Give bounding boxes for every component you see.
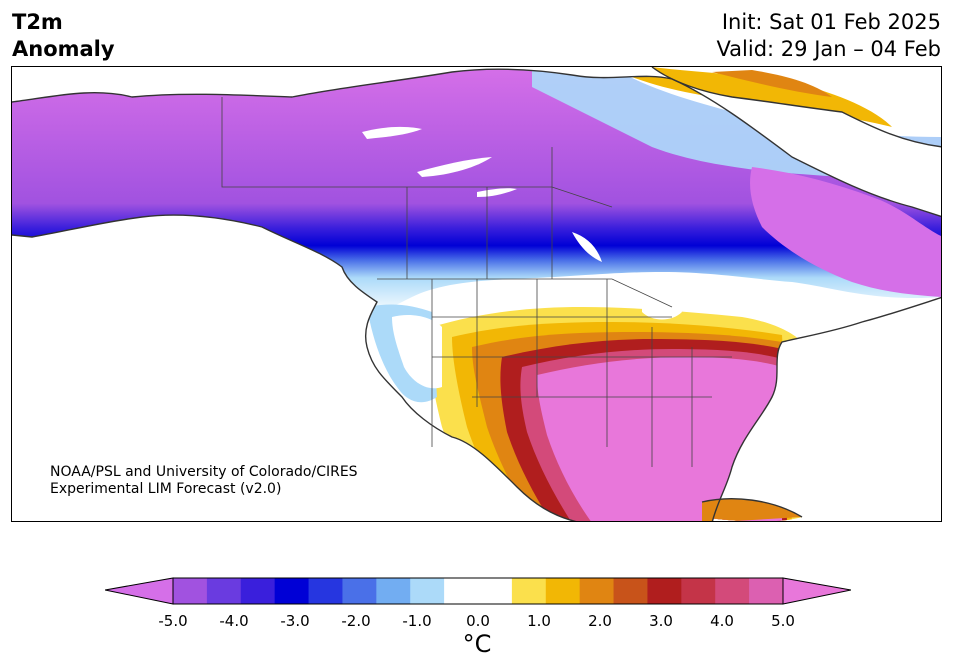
colorbar-segment (308, 578, 343, 604)
init-date: Init: Sat 01 Feb 2025 (721, 10, 941, 34)
colorbar-extend-low (104, 577, 174, 605)
colorbar-segment (376, 578, 411, 604)
colorbar-tick-label: 4.0 (710, 612, 734, 630)
map-title-line1: T2m (12, 10, 63, 34)
colorbar-segment (545, 578, 581, 604)
anomaly-map: NOAA/PSL and University of Colorado/CIRE… (11, 66, 942, 522)
political-borders (221, 97, 732, 467)
colorbar-segment (342, 578, 377, 604)
colorbar (104, 577, 852, 609)
colorbar-tick-label: 3.0 (649, 612, 673, 630)
colorbar-segment (173, 578, 208, 604)
colorbar-segment (681, 578, 716, 604)
colorbar-segment (647, 578, 682, 604)
colorbar-svg (104, 577, 852, 605)
colorbar-tick-label: -4.0 (219, 612, 249, 630)
map-canvas: NOAA/PSL and University of Colorado/CIRE… (12, 67, 941, 521)
map-title-line2: Anomaly (12, 37, 115, 61)
colorbar-segment (410, 578, 445, 604)
colorbar-tick-label: 5.0 (771, 612, 795, 630)
colorbar-tick-label: -5.0 (158, 612, 188, 630)
colorbar-tick-label: 0.0 (466, 612, 490, 630)
colorbar-segment (206, 578, 242, 604)
valid-range: Valid: 29 Jan – 04 Feb (716, 37, 941, 61)
colorbar-segment (511, 578, 547, 604)
colorbar-extend-high (782, 577, 852, 605)
colorbar-tick-label: -2.0 (341, 612, 371, 630)
colorbar-segment (715, 578, 750, 604)
colorbar-segment (613, 578, 648, 604)
forecast-dates: Init: Sat 01 Feb 2025 Valid: 29 Jan – 04… (716, 9, 941, 63)
colorbar-tick-label: -3.0 (280, 612, 310, 630)
colorbar-unit: °C (462, 630, 492, 658)
credit-line2: Experimental LIM Forecast (v2.0) (50, 481, 281, 497)
colorbar-tick-label: 1.0 (527, 612, 551, 630)
map-title: T2m Anomaly (12, 9, 115, 63)
colorbar-tick-label: 2.0 (588, 612, 612, 630)
colorbar-segment (274, 578, 310, 604)
colorbar-segment (240, 578, 276, 604)
colorbar-segment (478, 578, 513, 604)
colorbar-segment (579, 578, 615, 604)
colorbar-tick-label: -1.0 (402, 612, 432, 630)
credit-line1: NOAA/PSL and University of Colorado/CIRE… (50, 464, 358, 480)
colorbar-segment (749, 578, 784, 604)
colorbar-segment (444, 578, 479, 604)
coastlines (12, 67, 941, 521)
